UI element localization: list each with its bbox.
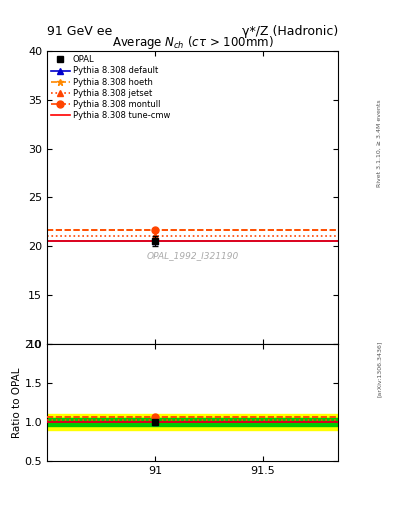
Text: OPAL_1992_I321190: OPAL_1992_I321190 <box>147 251 239 261</box>
Text: [arXiv:1306.3436]: [arXiv:1306.3436] <box>377 340 382 397</box>
Text: 91 GeV ee: 91 GeV ee <box>47 26 112 38</box>
Text: γ*/Z (Hadronic): γ*/Z (Hadronic) <box>242 26 338 38</box>
Text: Rivet 3.1.10, ≥ 3.4M events: Rivet 3.1.10, ≥ 3.4M events <box>377 99 382 187</box>
Bar <box>47 418 338 425</box>
Legend: OPAL, Pythia 8.308 default, Pythia 8.308 hoeth, Pythia 8.308 jetset, Pythia 8.30: OPAL, Pythia 8.308 default, Pythia 8.308… <box>50 54 172 121</box>
Bar <box>47 414 338 430</box>
Y-axis label: Ratio to OPAL: Ratio to OPAL <box>12 367 22 438</box>
Title: Average $N_{ch}$ ($c\tau$ > 100mm): Average $N_{ch}$ ($c\tau$ > 100mm) <box>112 34 274 51</box>
